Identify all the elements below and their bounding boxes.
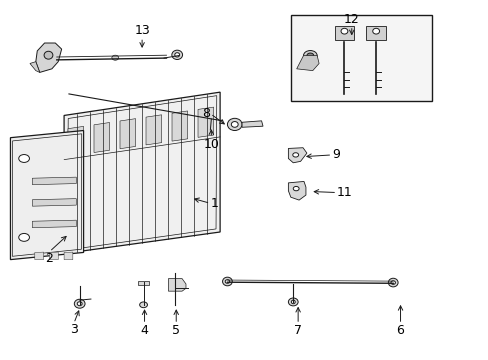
Ellipse shape	[112, 55, 119, 60]
Ellipse shape	[227, 118, 242, 131]
Ellipse shape	[19, 233, 29, 241]
Ellipse shape	[390, 281, 395, 284]
Polygon shape	[288, 148, 306, 163]
Polygon shape	[30, 62, 40, 72]
Text: 6: 6	[396, 324, 404, 337]
Polygon shape	[146, 115, 161, 145]
Polygon shape	[288, 181, 305, 200]
Ellipse shape	[372, 28, 379, 34]
Ellipse shape	[340, 28, 347, 34]
Ellipse shape	[19, 154, 29, 162]
Polygon shape	[94, 122, 109, 153]
Text: 1: 1	[210, 197, 218, 210]
Polygon shape	[296, 55, 319, 71]
Text: 11: 11	[336, 186, 352, 199]
Ellipse shape	[225, 280, 229, 283]
Polygon shape	[49, 252, 58, 260]
Ellipse shape	[77, 302, 82, 306]
Text: 12: 12	[343, 13, 359, 26]
Polygon shape	[366, 26, 385, 40]
Polygon shape	[32, 220, 76, 228]
Polygon shape	[172, 111, 187, 141]
Polygon shape	[168, 279, 185, 291]
Ellipse shape	[293, 186, 299, 191]
Ellipse shape	[174, 53, 179, 57]
Text: 5: 5	[172, 324, 180, 337]
Ellipse shape	[303, 50, 317, 60]
Polygon shape	[64, 252, 73, 260]
Text: 2: 2	[45, 252, 53, 265]
Text: 4: 4	[141, 324, 148, 337]
Ellipse shape	[292, 153, 298, 157]
Ellipse shape	[387, 278, 397, 287]
Ellipse shape	[222, 277, 232, 286]
Ellipse shape	[171, 50, 182, 59]
Ellipse shape	[306, 53, 313, 58]
Polygon shape	[64, 92, 220, 253]
Text: 3: 3	[70, 323, 78, 337]
Ellipse shape	[231, 122, 238, 127]
Text: 9: 9	[331, 148, 340, 161]
Polygon shape	[10, 131, 83, 260]
Ellipse shape	[140, 302, 147, 308]
Ellipse shape	[44, 51, 53, 59]
Polygon shape	[35, 252, 43, 260]
Ellipse shape	[74, 299, 85, 308]
Text: 10: 10	[203, 138, 219, 151]
Polygon shape	[120, 119, 135, 149]
Polygon shape	[36, 43, 61, 72]
Polygon shape	[138, 281, 149, 285]
Bar	[290, 15, 431, 101]
Polygon shape	[334, 26, 353, 40]
Text: 8: 8	[202, 107, 210, 120]
Polygon shape	[68, 126, 83, 156]
Polygon shape	[32, 199, 76, 206]
Polygon shape	[242, 121, 263, 127]
Ellipse shape	[291, 300, 295, 304]
Text: 7: 7	[294, 324, 302, 337]
Ellipse shape	[288, 298, 298, 306]
Polygon shape	[198, 107, 213, 137]
Polygon shape	[32, 177, 76, 185]
Text: 13: 13	[134, 24, 150, 37]
